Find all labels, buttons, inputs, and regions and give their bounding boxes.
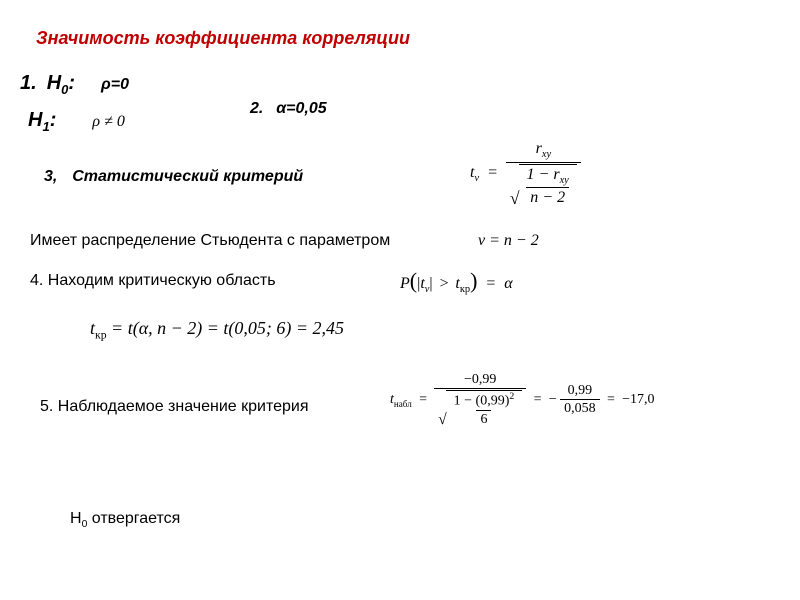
step1-number: 1. — [20, 72, 37, 95]
t-nu-formula: tν = rxy √ 1 − rxy n − 2 — [470, 140, 581, 207]
sqrt-radical-icon-2: √ — [438, 412, 446, 429]
h1-symbol: Н1: — [28, 109, 56, 134]
reject-line: Н0 отвергается — [70, 510, 180, 530]
step3-text: Статистический критерий — [72, 168, 303, 185]
h0-letter: Н — [47, 72, 61, 94]
tkr-computation: tкр = t(α, n − 2) = t(0,05; 6) = 2,45 — [90, 318, 344, 342]
prob-open: ( — [410, 268, 417, 293]
tnabl-den-expr: 1 − (0,99) — [454, 394, 510, 409]
tkr-sub: кр — [95, 329, 107, 342]
tnu-1mr-sub: xy — [560, 175, 569, 186]
tnabl-inner-num: 1 − (0,99)2 — [450, 392, 519, 410]
h0-colon: : — [68, 72, 75, 94]
prob-alpha: α — [504, 275, 512, 292]
tnabl-frac2: 0,99 0,058 — [560, 383, 600, 417]
step3-label: 3, Статистический критерий — [44, 168, 303, 186]
step5-text: 5. Наблюдаемое значение критерия — [40, 398, 309, 416]
h0-symbol: Н0: — [47, 72, 75, 97]
tnabl-num1: −0,99 — [460, 372, 500, 388]
prob-formula: P(|tν| > tкр) = α — [400, 268, 513, 295]
tnu-num: rxy — [532, 140, 555, 162]
h1-sub: 1 — [42, 119, 49, 134]
tnu-inner-den: n − 2 — [526, 187, 569, 207]
tnabl-den2: 0,058 — [560, 399, 600, 416]
t-nabl-formula: tнабл = −0,99 √ 1 − (0,99)2 6 = − 0,99 0… — [390, 372, 655, 428]
tnu-den: √ 1 − rxy n − 2 — [506, 162, 581, 207]
prob-P: P — [400, 275, 410, 292]
tnabl-inner-frac: 1 − (0,99)2 6 — [450, 392, 519, 427]
tnabl-frac1: −0,99 √ 1 − (0,99)2 6 — [434, 372, 526, 428]
tnabl-lhs: tнабл — [390, 392, 412, 407]
tnabl-val: −17,0 — [622, 392, 654, 407]
tnu-1mr: 1 − r — [527, 166, 560, 183]
reject-h0-letter: Н — [70, 510, 82, 527]
step4-text: 4. Находим критическую область — [30, 272, 276, 290]
rho-ne-zero: ρ ≠ 0 — [92, 113, 124, 131]
tnabl-sqrt: √ 1 − (0,99)2 6 — [438, 390, 522, 427]
page-title: Значимость коэффициента корреляции — [36, 28, 764, 49]
tkr-rest: = t(α, n − 2) = t(0,05; 6) = 2,45 — [107, 318, 345, 338]
nu-eq-n-2: ν = n − 2 — [478, 232, 539, 250]
tnabl-den1: √ 1 − (0,99)2 6 — [434, 388, 526, 427]
step2-number: 2. — [250, 100, 263, 117]
prob-gt: > — [437, 275, 452, 292]
sqrt-radical-icon: √ — [510, 189, 520, 208]
tnu-eq: = — [483, 164, 502, 181]
tnabl-inner-den: 6 — [476, 410, 491, 427]
tnabl-den-pow: 2 — [509, 391, 514, 402]
tnabl-minus: − — [549, 392, 557, 407]
prob-bar2: | — [429, 275, 432, 292]
t-nu-lhs: tν — [470, 164, 479, 181]
title-text: Значимость коэффициента корреляции — [36, 28, 410, 48]
prob-tkr: tкр — [455, 275, 470, 292]
tnabl-eq3: = — [603, 392, 618, 407]
h1-letter: Н — [28, 109, 42, 131]
tnu-inner-num: 1 − rxy — [523, 166, 573, 188]
tnu-sqrt: √ 1 − rxy n − 2 — [510, 164, 577, 207]
tnu-inner-frac: 1 − rxy n − 2 — [523, 166, 573, 207]
student-line: Имеет распределение Стьюдента с параметр… — [30, 232, 390, 250]
prob-close: ) — [470, 268, 477, 293]
alpha-value: α=0,05 — [276, 100, 326, 117]
rho-zero: ρ=0 — [101, 76, 129, 94]
tnabl-sub: набл — [394, 399, 412, 409]
prob-tkr-sub: кр — [460, 284, 470, 295]
tnabl-radicand: 1 − (0,99)2 6 — [446, 390, 523, 427]
prob-eq: = — [481, 275, 500, 292]
tnabl-eq1: = — [415, 392, 430, 407]
reject-text: отвергается — [87, 510, 180, 527]
tnabl-num2: 0,99 — [564, 383, 597, 399]
h1-colon: : — [50, 109, 57, 131]
tnu-fraction: rxy √ 1 − rxy n − 2 — [506, 140, 581, 207]
student-text: Имеет распределение Стьюдента с параметр… — [30, 232, 390, 249]
tnu-sub: ν — [474, 173, 479, 184]
tnu-radicand: 1 − rxy n − 2 — [519, 164, 577, 207]
tnabl-eq2: = — [530, 392, 545, 407]
reject-h0: Н0 — [70, 510, 87, 527]
tnu-r-sub: xy — [542, 149, 551, 160]
step3-number: 3, — [44, 168, 57, 185]
